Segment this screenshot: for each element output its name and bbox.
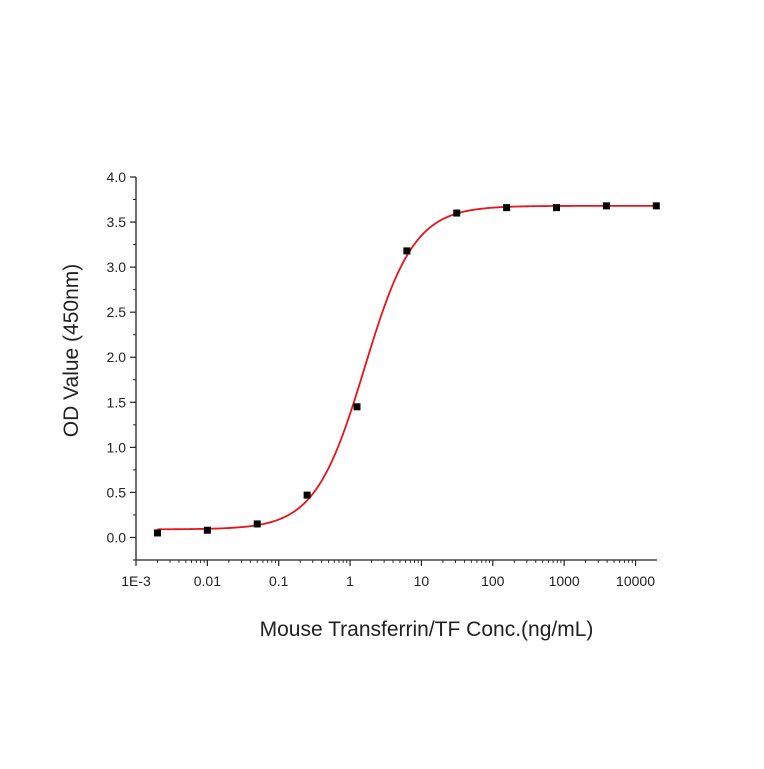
data-point — [553, 204, 561, 212]
y-tick-label: 3.5 — [107, 214, 127, 230]
data-point — [503, 204, 511, 212]
x-tick-label: 1E-3 — [121, 573, 151, 589]
x-tick-label: 1000 — [549, 573, 580, 589]
data-point — [652, 202, 660, 210]
fit-curve-line — [157, 204, 657, 531]
y-tick-label: 3.0 — [107, 259, 127, 275]
x-tick-label: 1 — [346, 573, 354, 589]
y-tick-label: 1.5 — [107, 394, 127, 410]
x-tick-label: 0.01 — [194, 573, 221, 589]
axes — [130, 176, 657, 566]
labels-layer: 0.0 0.5 1.0 1.5 2.0 2.5 3.0 3.5 4.0 1E-3 0.01 0.1 1 1… — [60, 169, 655, 641]
y-tick-label: 2.0 — [107, 349, 127, 365]
data-point — [602, 202, 610, 210]
x-tick-label: 0.1 — [269, 573, 289, 589]
x-tick-label: 10000 — [616, 573, 655, 589]
data-point — [403, 247, 411, 255]
y-tick-label: 1.0 — [107, 439, 127, 455]
y-tick-label: 2.5 — [107, 304, 127, 320]
data-point — [353, 403, 361, 411]
x-axis-title: Mouse Transferrin/TF Conc.(ng/mL) — [260, 618, 594, 641]
x-tick-label: 10 — [414, 573, 430, 589]
data-point — [203, 526, 211, 534]
data-points-layer — [153, 202, 660, 537]
data-point — [153, 529, 161, 537]
y-tick-label: 4.0 — [107, 169, 127, 185]
x-tick-label: 100 — [481, 573, 505, 589]
data-point — [303, 491, 311, 499]
data-point — [253, 520, 261, 528]
y-tick-label: 0.5 — [107, 484, 127, 500]
data-point — [453, 209, 461, 217]
y-axis-title: OD Value (450nm) — [60, 264, 83, 438]
fit-curve-layer — [157, 204, 657, 531]
y-tick-label: 0.0 — [107, 529, 127, 545]
